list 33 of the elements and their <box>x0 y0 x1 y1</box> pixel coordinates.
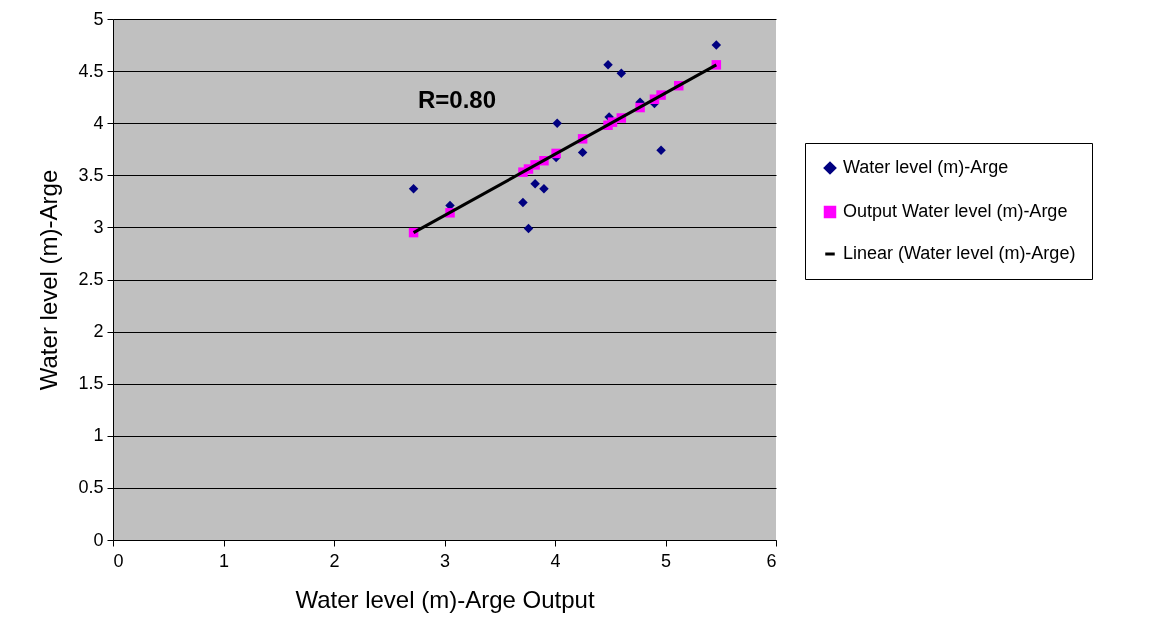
x-tick-label: 3 <box>439 550 451 571</box>
y-tick-label: 0.5 <box>78 477 104 498</box>
y-tick-label: 2.5 <box>78 269 104 289</box>
legend-label: Water level (m)-Arge <box>843 157 1009 177</box>
y-tick-label: 4.5 <box>78 60 104 81</box>
point <box>523 223 534 234</box>
x-tick-label: 1 <box>218 550 230 571</box>
x-tick-label: 6 <box>766 550 777 571</box>
x-axis-title: Water level (m)-Arge Output <box>295 585 595 613</box>
y-tick-label: 5 <box>93 8 104 29</box>
point <box>552 118 562 128</box>
x-tick-label: 2 <box>329 550 340 571</box>
x-tick-label: 0 <box>113 550 124 571</box>
y-tick-label: 0 <box>93 529 104 550</box>
x-tick-label: 4 <box>550 550 561 571</box>
legend-label: Output Water level (m)-Arge <box>843 201 1068 221</box>
y-tick-label: 1.5 <box>78 373 104 394</box>
point <box>408 184 419 194</box>
point <box>518 197 528 208</box>
point <box>711 40 722 50</box>
annotation: R=0.80 <box>418 86 497 113</box>
point <box>577 147 588 158</box>
y-tick-label: 4 <box>93 112 104 133</box>
point <box>530 178 540 189</box>
point <box>656 145 666 156</box>
legend-label: Linear (Water level (m)-Arge) <box>843 243 1076 263</box>
x-tick-label: 5 <box>660 550 672 571</box>
y-tick-label: 1 <box>93 425 104 446</box>
y-tick-label: 3 <box>93 216 104 237</box>
y-tick-label: 2 <box>93 321 104 342</box>
y-axis-title: Water level (m)-Arge <box>35 169 63 391</box>
y-tick-label: 3.5 <box>78 164 104 185</box>
point <box>616 68 627 78</box>
